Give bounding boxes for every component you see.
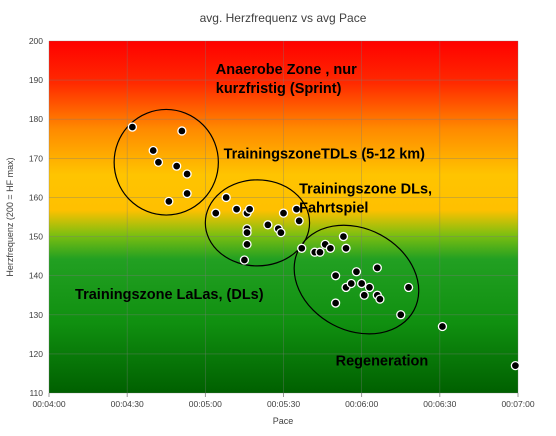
y-tick-label: 110 [29, 388, 43, 398]
data-point [346, 278, 356, 289]
x-tick-label: 00:07:00 [501, 399, 534, 409]
chart-title: avg. Herzfrequenz vs avg Pace [200, 11, 367, 25]
zone-label-line: Anaerobe Zone , nur [216, 62, 357, 78]
x-tick-label: 00:05:30 [267, 399, 300, 409]
zone-label: Anaerobe Zone , nur kurzfristig (Sprint) [216, 62, 357, 97]
data-point [372, 263, 382, 273]
y-tick-label: 170 [29, 153, 43, 163]
data-point [291, 204, 302, 214]
data-point [375, 294, 385, 304]
y-tick-label: 120 [29, 349, 43, 359]
zone-label: Trainingszone LaLas, (DLs) [75, 287, 264, 303]
data-point [242, 227, 252, 238]
data-point [325, 243, 336, 253]
zone-label: Regeneration [336, 354, 429, 370]
data-point [315, 247, 325, 257]
x-tick-label: 00:04:30 [111, 399, 144, 409]
zone-label-line: kurzfristig (Sprint) [216, 81, 342, 97]
data-point [294, 216, 304, 226]
y-tick-label: 180 [29, 114, 43, 124]
zone-annotations: Anaerobe Zone , nur kurzfristig (Sprint) T… [75, 62, 432, 369]
x-tick-label: 00:05:00 [189, 399, 222, 409]
data-point [127, 122, 138, 132]
zone-label-line: Trainingszone DLs, [299, 182, 432, 198]
zone-ellipse-tdl [204, 179, 311, 267]
data-point [341, 243, 351, 253]
data-point [164, 196, 174, 207]
data-point [182, 188, 192, 199]
zone-label-line: Fahrtspiel [299, 201, 368, 217]
data-point [211, 208, 221, 218]
data-point [437, 321, 448, 332]
data-point [330, 271, 341, 281]
data-point [244, 204, 255, 214]
data-point [338, 231, 349, 242]
data-point [396, 310, 406, 320]
y-axis-ticks: 110 120 130 140 150 160 170 180 190 200 [29, 36, 43, 398]
zone-label-line: TrainingszoneTDLs (5-12 km) [224, 146, 426, 162]
x-axis-label: Pace [273, 416, 294, 426]
x-tick-label: 00:06:00 [345, 399, 378, 409]
data-point [330, 298, 341, 308]
data-point [148, 145, 158, 156]
x-tick-label: 00:06:30 [423, 399, 456, 409]
data-point [297, 243, 307, 253]
data-point [153, 157, 164, 167]
zone-label-line: Trainingszone LaLas, (DLs) [75, 287, 264, 303]
data-point [263, 220, 273, 230]
y-tick-label: 200 [29, 36, 43, 46]
zone-label-line: Regeneration [336, 354, 429, 370]
y-tick-label: 190 [29, 75, 43, 85]
data-point [239, 255, 250, 265]
data-point [357, 278, 367, 289]
data-point [359, 290, 369, 300]
data-point [276, 227, 286, 238]
data-point [182, 169, 192, 179]
data-point [278, 208, 289, 218]
x-axis-ticks: 00:04:00 00:04:30 00:05:00 00:05:30 00:06:00… [32, 399, 534, 409]
data-point [172, 161, 182, 171]
zone-label: TrainingszoneTDLs (5-12 km) [224, 146, 426, 162]
data-point [221, 192, 231, 203]
zone-ellipses [113, 108, 420, 335]
y-tick-label: 160 [29, 192, 43, 202]
y-axis-label: Herzfrequenz (200 = HF max) [5, 157, 15, 276]
data-point [351, 267, 362, 277]
y-tick-label: 130 [29, 310, 43, 320]
y-tick-label: 140 [29, 271, 43, 281]
zone-label: Trainingszone DLs, Fahrtspiel [299, 182, 432, 217]
data-point [231, 204, 242, 214]
data-point [403, 282, 414, 293]
zone-ellipse-intervals [113, 108, 219, 216]
data-point [177, 126, 187, 136]
y-tick-label: 150 [29, 232, 43, 242]
x-tick-label: 00:04:00 [32, 399, 65, 409]
data-point [242, 239, 252, 250]
data-point [364, 282, 375, 293]
data-point [510, 360, 521, 371]
data-points [127, 122, 521, 371]
